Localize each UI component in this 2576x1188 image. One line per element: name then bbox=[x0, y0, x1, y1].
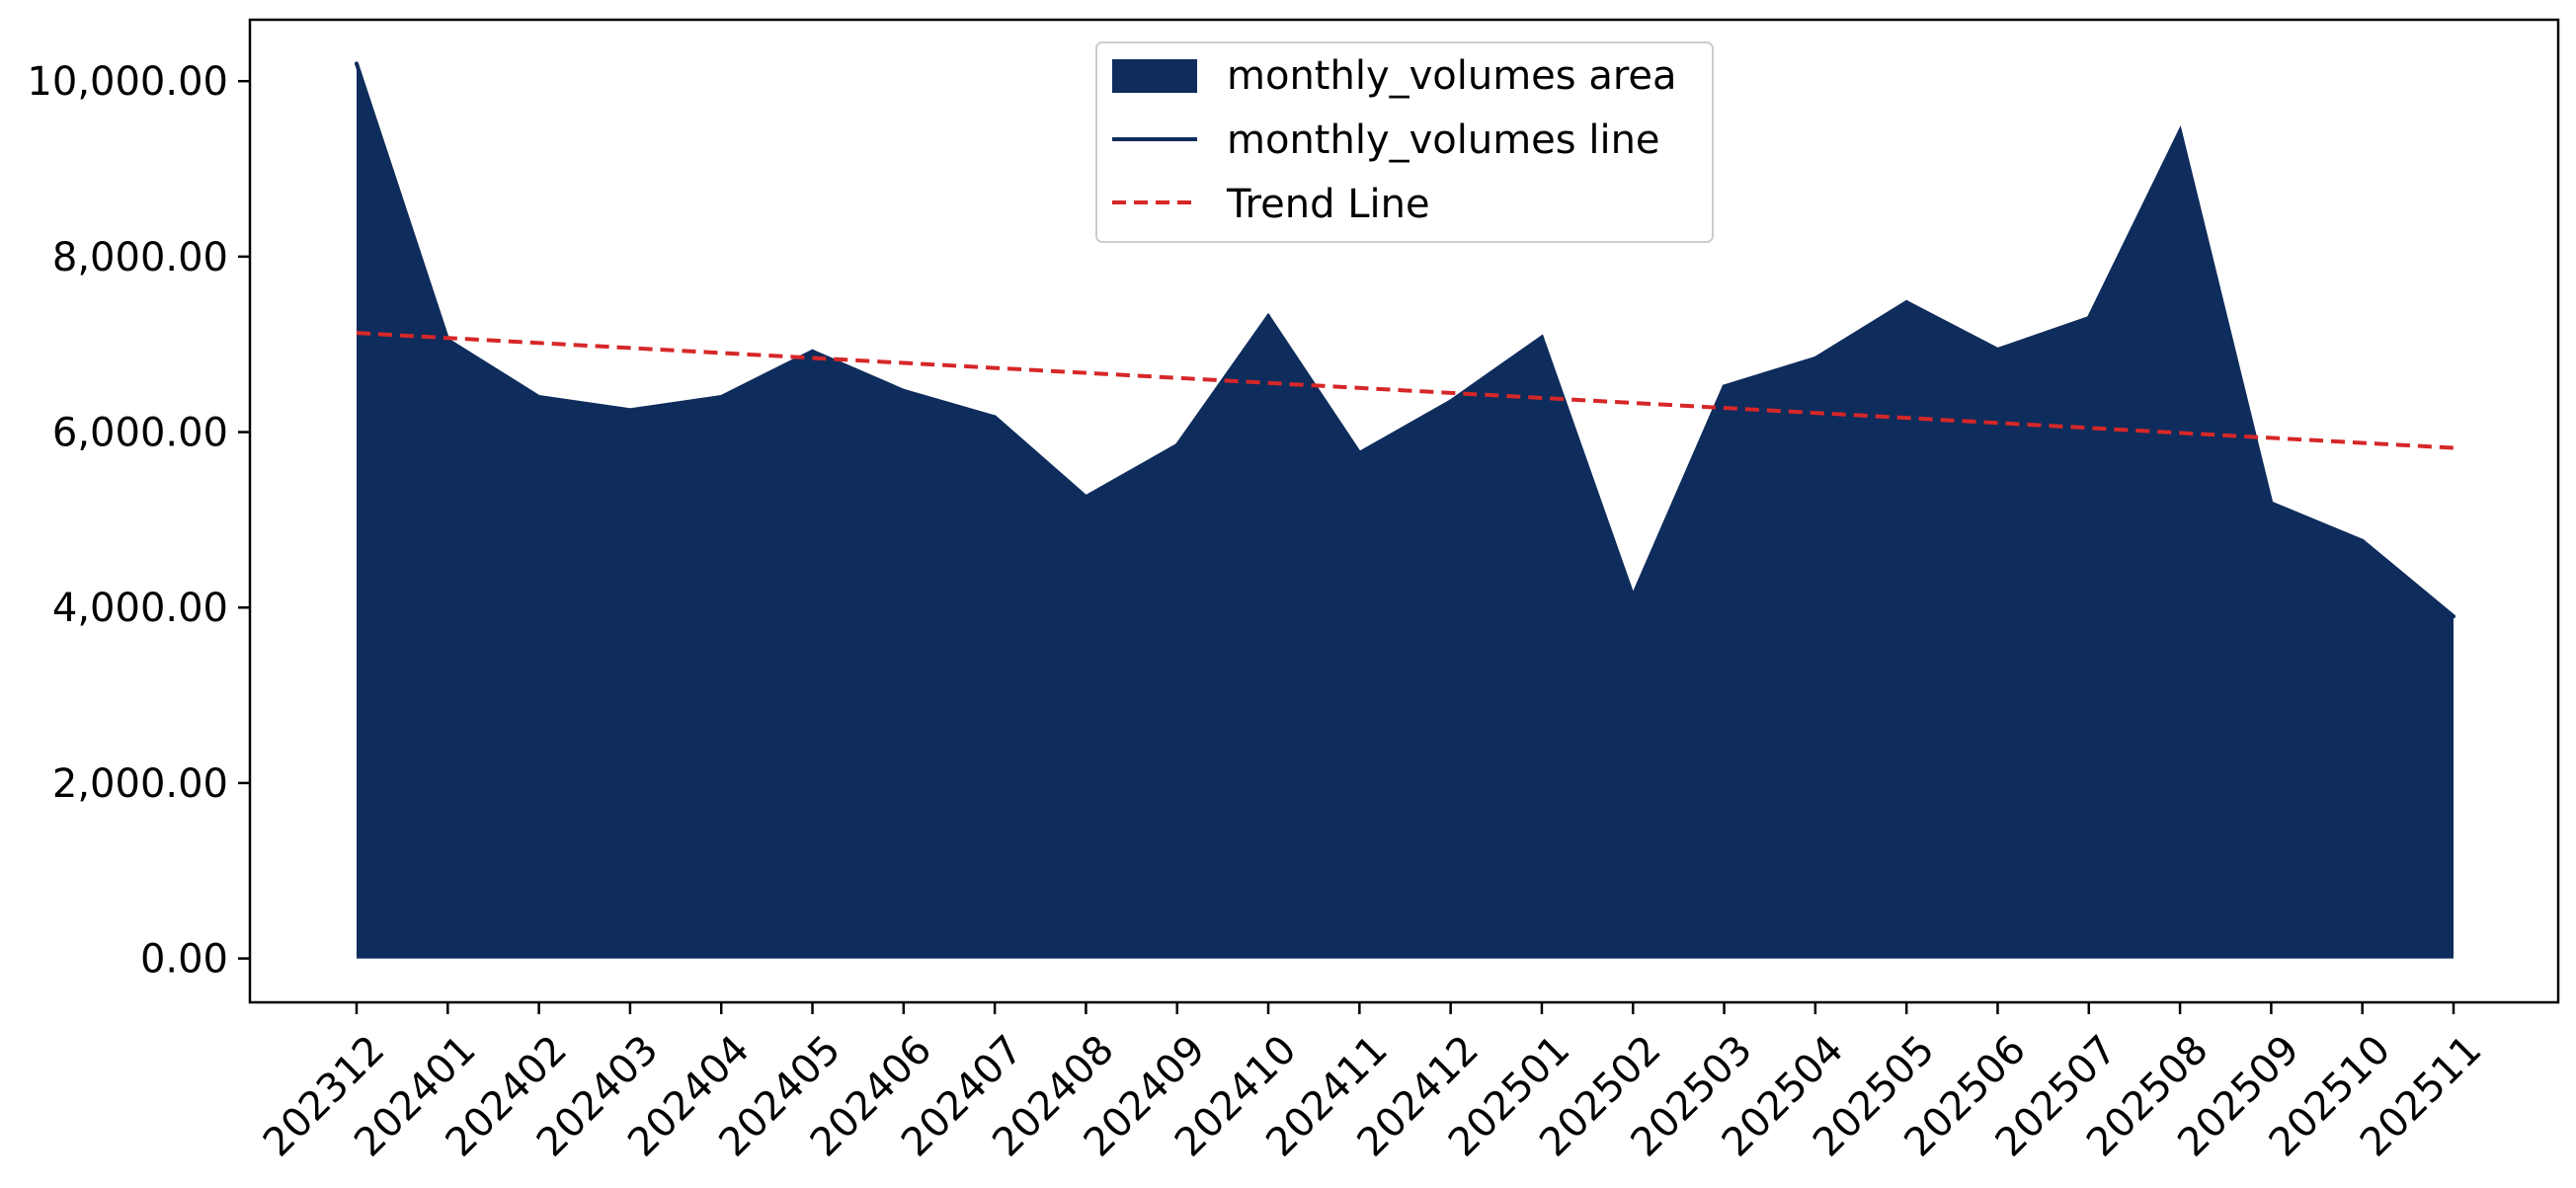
data-point bbox=[2452, 614, 2455, 619]
legend-frame bbox=[1095, 41, 1714, 243]
data-point bbox=[1812, 356, 1817, 360]
trend-layer bbox=[356, 331, 2455, 450]
data-point bbox=[2178, 128, 2183, 133]
y-tick-label: 8,000.00 bbox=[52, 235, 228, 280]
y-tick-label: 2,000.00 bbox=[52, 761, 228, 807]
plot-frame bbox=[248, 18, 2560, 1004]
legend-label-trend: Trend Line bbox=[1226, 182, 1430, 227]
data-point bbox=[1084, 495, 1088, 500]
data-point bbox=[627, 408, 632, 413]
data-point bbox=[2269, 501, 2274, 506]
data-point bbox=[993, 415, 998, 420]
data-point bbox=[355, 61, 359, 66]
legend: monthly_volumes area monthly_volumes lin… bbox=[1095, 41, 1714, 243]
trend-line bbox=[356, 331, 2455, 450]
area-fill bbox=[357, 63, 2454, 959]
data-point bbox=[1448, 399, 1453, 404]
legend-swatch-area bbox=[1112, 59, 1197, 93]
data-point bbox=[901, 388, 906, 393]
legend-label-area: monthly_volumes area bbox=[1227, 53, 1677, 99]
plot-area bbox=[355, 61, 2455, 959]
series-line bbox=[355, 62, 2455, 618]
data-point bbox=[1904, 300, 1909, 305]
y-tick-label: 6,000.00 bbox=[52, 411, 228, 456]
y-tick-label: 0.00 bbox=[140, 937, 228, 983]
y-tick-label: 10,000.00 bbox=[27, 59, 228, 105]
data-point bbox=[1722, 384, 1727, 389]
legend-label-line: monthly_volumes line bbox=[1227, 118, 1660, 163]
data-point bbox=[2086, 316, 2091, 321]
data-point bbox=[2360, 538, 2365, 543]
data-point bbox=[1995, 348, 2000, 353]
data-point bbox=[1539, 335, 1544, 340]
y-tick-label: 4,000.00 bbox=[52, 586, 228, 631]
data-point bbox=[1266, 314, 1271, 319]
data-point bbox=[1174, 442, 1179, 447]
data-point bbox=[1631, 594, 1636, 598]
data-point bbox=[1357, 450, 1362, 455]
data-point bbox=[536, 395, 541, 400]
data-point bbox=[719, 395, 724, 400]
data-point bbox=[810, 349, 815, 354]
